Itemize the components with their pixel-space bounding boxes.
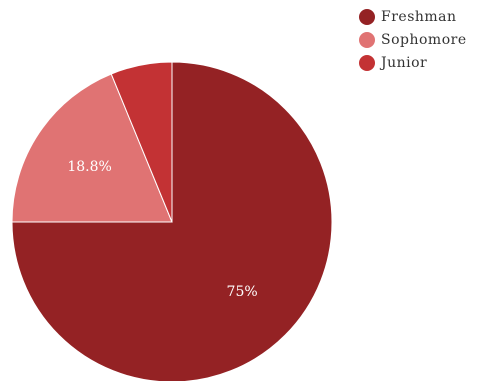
legend-item-sophomore[interactable]: Sophomore [359, 28, 467, 51]
slice-label-freshman: 75% [227, 284, 258, 300]
legend-label-junior: Junior [381, 54, 428, 71]
legend-swatch-freshman [359, 8, 375, 25]
legend: Freshman Sophomore Junior [359, 5, 467, 74]
legend-label-freshman: Freshman [381, 8, 457, 25]
legend-item-junior[interactable]: Junior [359, 51, 467, 74]
pie-slice-sophomore[interactable] [11, 73, 173, 223]
pie-slice-junior[interactable] [110, 61, 173, 223]
legend-swatch-junior [359, 54, 375, 71]
legend-label-sophomore: Sophomore [381, 31, 467, 48]
legend-item-freshman[interactable]: Freshman [359, 5, 467, 28]
slice-label-sophomore: 18.8% [67, 159, 111, 175]
legend-swatch-sophomore [359, 31, 375, 48]
